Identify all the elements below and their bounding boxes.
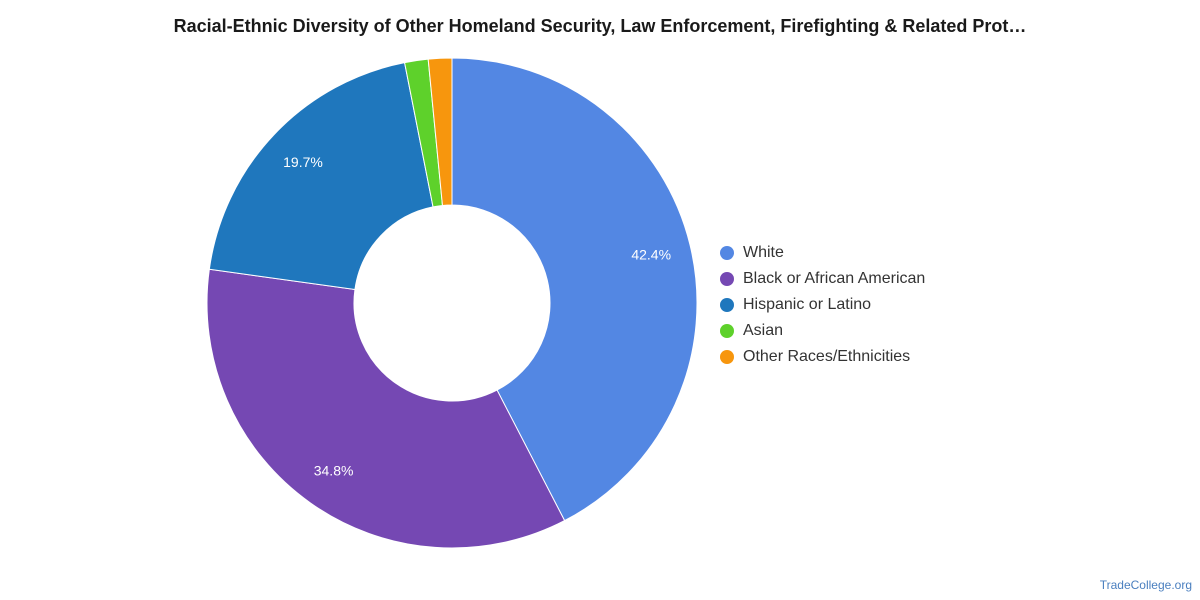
legend-swatch — [720, 298, 734, 312]
legend-label: Black or African American — [743, 270, 926, 287]
legend-item[interactable]: White — [720, 240, 925, 266]
data-label: 42.4% — [631, 247, 671, 263]
legend-swatch — [720, 350, 734, 364]
legend-label: Other Races/Ethnicities — [743, 348, 911, 365]
legend: White Black or African American Hispanic o… — [720, 240, 925, 370]
donut-slice-other-races-ethnicities[interactable] — [427, 57, 453, 207]
watermark[interactable]: TradeCollege.org — [1099, 578, 1192, 592]
legend-label: Asian — [743, 322, 784, 339]
legend-label: White — [743, 244, 784, 261]
donut-data-labels: 42.4% 34.8% 19.7% — [283, 154, 671, 478]
data-label: 34.8% — [314, 462, 354, 478]
data-label: 19.7% — [283, 154, 323, 170]
donut-slices — [206, 57, 698, 549]
donut-slice-black-or-african-american[interactable] — [206, 268, 566, 549]
legend-label: Hispanic or Latino — [743, 296, 872, 313]
donut-slice-white[interactable] — [451, 57, 698, 522]
chart-title: Racial-Ethnic Diversity of Other Homelan… — [173, 16, 1027, 36]
donut-slice-hispanic-or-latino[interactable] — [208, 62, 434, 291]
legend-item[interactable]: Black or African American — [720, 266, 925, 292]
legend-item[interactable]: Hispanic or Latino — [720, 292, 925, 318]
legend-swatch — [720, 272, 734, 286]
legend-item[interactable]: Asian — [720, 318, 925, 344]
legend-swatch — [720, 324, 734, 338]
legend-item[interactable]: Other Races/Ethnicities — [720, 344, 925, 370]
legend-swatch — [720, 246, 734, 260]
